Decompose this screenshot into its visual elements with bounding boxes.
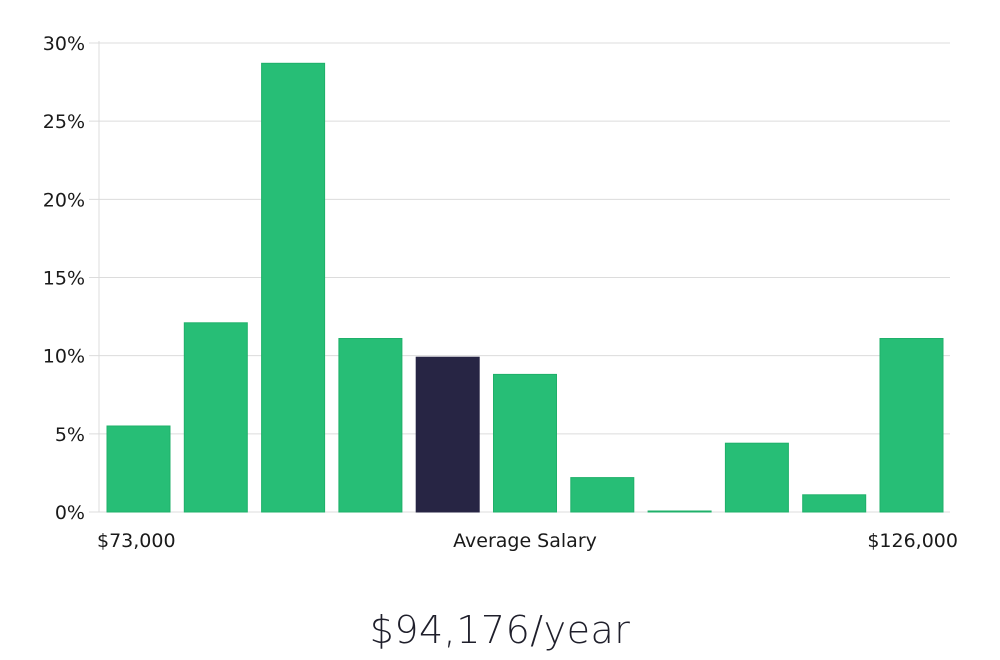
bar-8 bbox=[647, 510, 712, 513]
bar-7 bbox=[570, 477, 635, 513]
y-axis-ticks: 0% 5% 10% 15% 20% 25% 30% bbox=[43, 33, 85, 524]
bar-6 bbox=[493, 373, 557, 513]
y-tick-label: 20% bbox=[43, 189, 85, 211]
bar-9 bbox=[724, 442, 789, 513]
bar-11 bbox=[879, 338, 944, 513]
salary-histogram: 0% 5% 10% 15% 20% 25% 30% $73,000 Average Sala… bbox=[43, 33, 958, 552]
bar-average-bucket bbox=[415, 356, 480, 513]
y-tick-label: 0% bbox=[55, 502, 85, 524]
x-label-average: Average Salary bbox=[453, 530, 597, 552]
bar-1 bbox=[106, 425, 171, 513]
y-tick-label: 25% bbox=[43, 111, 85, 133]
y-tick-label: 10% bbox=[43, 346, 85, 368]
bars bbox=[106, 62, 944, 513]
y-tick-label: 5% bbox=[55, 424, 85, 446]
bar-2 bbox=[183, 322, 248, 513]
bar-3 bbox=[261, 62, 326, 513]
bar-4 bbox=[338, 338, 403, 513]
bar-10 bbox=[802, 494, 867, 513]
x-label-min: $73,000 bbox=[97, 530, 176, 552]
average-salary-value: $94,176/year bbox=[369, 608, 631, 652]
y-tick-label: 15% bbox=[43, 268, 85, 290]
y-tick-label: 30% bbox=[43, 33, 85, 55]
x-label-max: $126,000 bbox=[867, 530, 958, 552]
